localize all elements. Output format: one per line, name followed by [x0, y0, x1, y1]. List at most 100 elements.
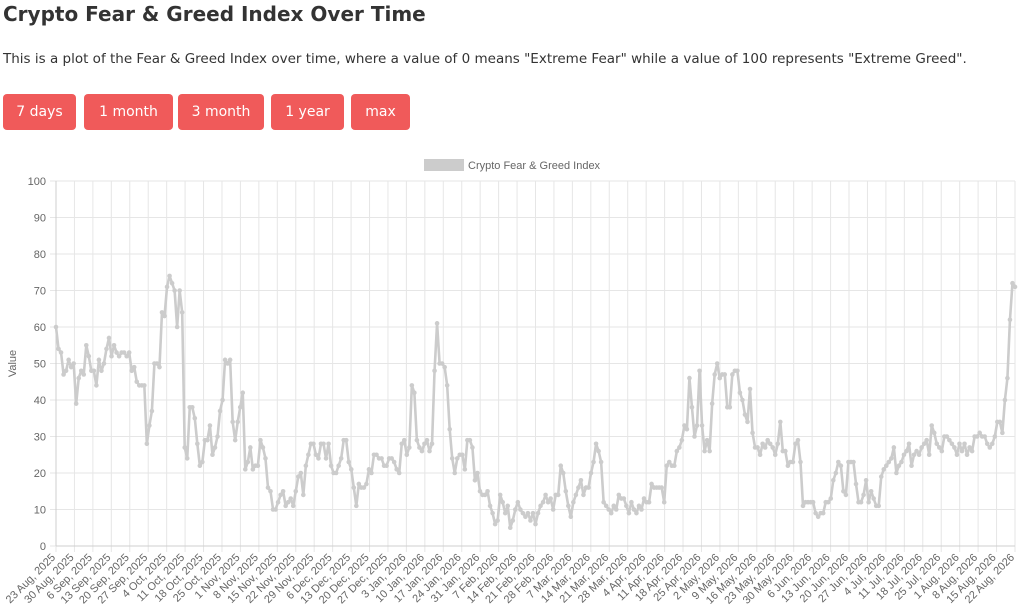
data-point	[301, 492, 306, 498]
data-point	[295, 474, 301, 479]
data-point	[964, 452, 970, 458]
data-point	[778, 419, 783, 425]
data-point	[684, 426, 690, 432]
data-point	[838, 463, 844, 469]
data-point	[248, 445, 253, 450]
data-point	[354, 503, 359, 509]
data-point	[414, 437, 420, 443]
data-point	[91, 368, 97, 374]
data-point	[285, 499, 291, 505]
data-point	[760, 441, 765, 447]
data-point	[336, 463, 341, 469]
data-point	[904, 448, 909, 454]
data-point	[71, 361, 76, 366]
data-point	[222, 357, 228, 363]
data-point	[409, 383, 415, 388]
data-point	[750, 430, 755, 436]
range-max-button[interactable]: max	[351, 94, 410, 130]
data-point	[639, 507, 644, 512]
data-point	[530, 510, 536, 516]
data-point	[735, 368, 740, 374]
data-point	[957, 441, 962, 447]
data-point	[293, 488, 299, 494]
data-point	[442, 364, 447, 370]
data-point	[268, 488, 273, 494]
data-point	[68, 364, 74, 370]
range-3-month-button[interactable]: 3 month	[178, 94, 264, 130]
data-point	[78, 368, 84, 374]
data-point	[578, 478, 584, 483]
data-point	[982, 434, 988, 439]
data-point	[157, 364, 162, 370]
data-point	[944, 434, 950, 439]
data-point	[737, 390, 743, 395]
y-tick-label: 90	[34, 213, 46, 225]
data-point	[891, 445, 897, 450]
data-point	[560, 470, 566, 476]
range-7-days-button[interactable]: 7 days	[3, 94, 76, 130]
data-point	[871, 496, 876, 501]
data-point	[169, 280, 175, 286]
y-tick-label: 30	[34, 432, 46, 444]
data-point	[608, 510, 614, 516]
data-point	[987, 445, 993, 450]
data-point	[563, 488, 569, 494]
data-point	[86, 353, 92, 359]
data-point	[702, 448, 707, 454]
data-point	[126, 350, 132, 355]
data-point	[740, 397, 745, 403]
data-point	[407, 445, 412, 450]
data-point	[434, 321, 440, 326]
y-tick-label: 40	[34, 395, 46, 407]
data-point	[316, 456, 321, 461]
data-point	[217, 408, 223, 414]
data-point	[755, 445, 760, 450]
data-point	[1000, 430, 1005, 436]
data-point	[672, 463, 677, 469]
range-1-month-button[interactable]: 1 month	[84, 94, 173, 130]
data-point	[555, 492, 561, 498]
data-point	[520, 510, 526, 516]
data-point	[889, 456, 894, 461]
data-point	[258, 437, 263, 443]
data-point	[772, 452, 778, 458]
data-point	[154, 361, 160, 366]
data-point	[475, 470, 480, 476]
y-tick-label: 80	[34, 249, 46, 261]
data-point	[255, 463, 261, 469]
data-point	[384, 463, 389, 469]
data-point	[694, 423, 700, 428]
data-point	[659, 485, 664, 490]
data-point	[762, 445, 768, 450]
data-point	[513, 507, 518, 512]
data-point	[207, 423, 213, 428]
data-point	[916, 452, 922, 458]
data-point	[394, 467, 400, 472]
data-point	[510, 518, 516, 523]
data-point	[134, 379, 140, 385]
data-point	[124, 353, 129, 359]
data-point	[174, 324, 180, 330]
data-point	[189, 405, 195, 410]
data-point	[545, 499, 551, 505]
legend-label: Crypto Fear & Greed Index	[468, 160, 601, 172]
legend-swatch	[424, 159, 464, 171]
y-axis-title: Value	[7, 350, 19, 377]
data-point	[593, 441, 599, 447]
data-point	[492, 521, 498, 527]
data-point	[96, 357, 102, 363]
data-point	[868, 488, 874, 494]
data-point	[167, 273, 172, 279]
data-point	[399, 441, 405, 447]
data-point	[841, 488, 846, 494]
data-point	[616, 492, 622, 498]
data-point	[641, 496, 647, 501]
data-point	[931, 430, 937, 436]
range-1-year-button[interactable]: 1 year	[271, 94, 344, 130]
data-point	[245, 459, 251, 465]
data-point	[215, 434, 220, 439]
data-point	[836, 459, 841, 465]
data-point	[149, 408, 155, 414]
page-description: This is a plot of the Fear & Greed Index…	[3, 51, 967, 67]
